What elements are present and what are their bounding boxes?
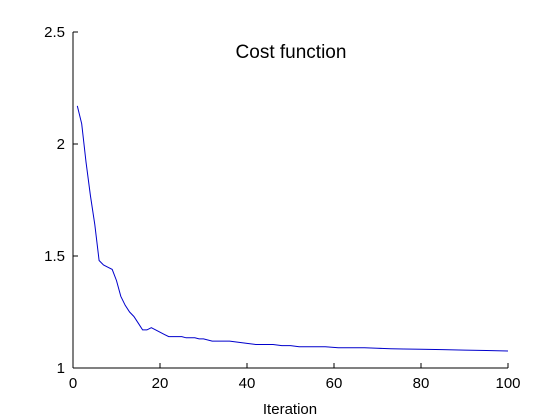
y-tick-label: 2.5 (44, 24, 65, 41)
x-axis-ticks: 0 20 40 60 80 100 (69, 363, 521, 392)
y-tick-label: 1.5 (44, 248, 65, 265)
y-tick-label: 2 (57, 136, 65, 153)
x-tick-label: 60 (326, 375, 343, 392)
y-axis-ticks: 1 1.5 2 2.5 (44, 24, 78, 377)
plot-area (72, 32, 508, 369)
y-tick-label: 1 (57, 360, 65, 377)
x-tick-label: 0 (69, 375, 77, 392)
x-tick-label: 100 (495, 375, 520, 392)
series-line-0 (76, 105, 509, 352)
x-tick-label: 80 (413, 375, 430, 392)
x-tick-label: 20 (152, 375, 169, 392)
x-axis-title: Iteration (263, 401, 317, 418)
chart-title: Cost function (236, 42, 347, 63)
series-group (76, 105, 509, 352)
x-tick-label: 40 (239, 375, 256, 392)
